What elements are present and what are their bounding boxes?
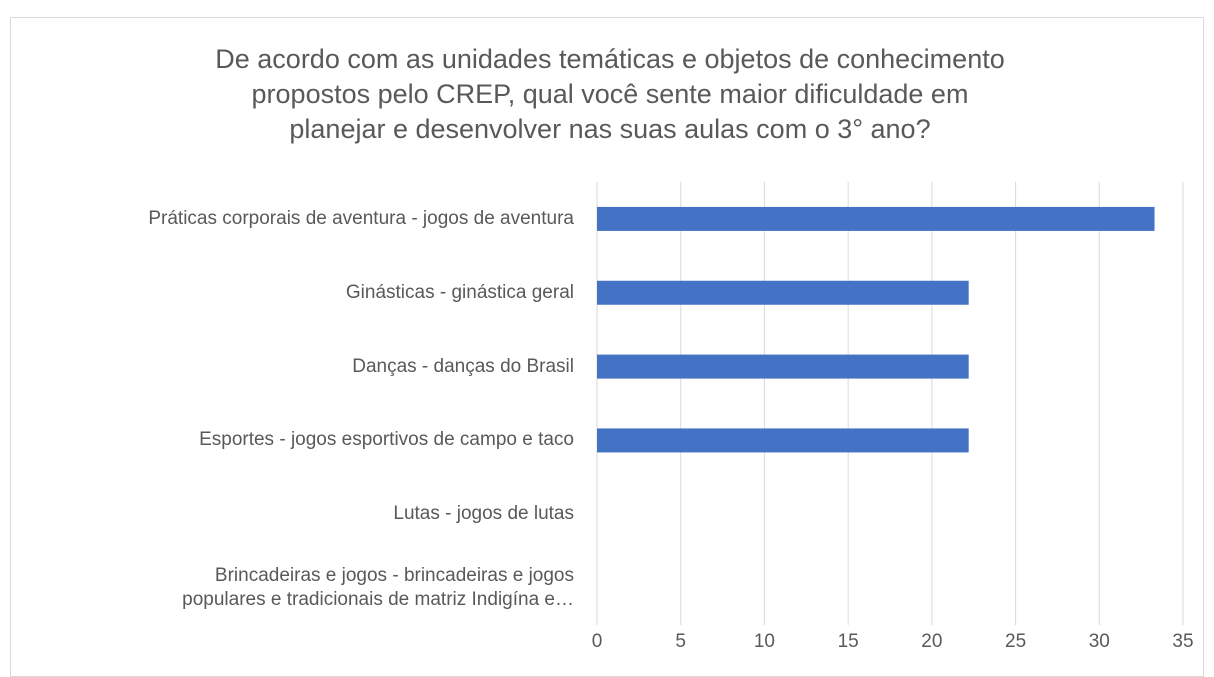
bar bbox=[597, 280, 969, 305]
x-tick-label: 10 bbox=[754, 631, 775, 652]
y-tick-label: Lutas - jogos de lutas bbox=[393, 503, 574, 525]
y-tick-label: Ginásticas - ginástica geral bbox=[345, 281, 574, 303]
chart: De acordo com as unidades temáticas e ob… bbox=[10, 17, 1204, 677]
y-tick-label: Danças - danças do Brasil bbox=[352, 355, 574, 377]
x-tick-label: 25 bbox=[1005, 631, 1026, 652]
bar bbox=[597, 354, 969, 379]
y-tick-label: Esportes - jogos esportivos de campo e t… bbox=[199, 429, 574, 451]
x-tick-label: 20 bbox=[921, 631, 942, 652]
x-tick-label: 30 bbox=[1089, 631, 1110, 652]
bar bbox=[597, 206, 1155, 231]
y-tick-label: Práticas corporais de aventura - jogos d… bbox=[148, 207, 574, 229]
x-tick-label: 35 bbox=[1172, 631, 1193, 652]
x-tick-label: 5 bbox=[675, 631, 686, 652]
x-tick-label: 15 bbox=[838, 631, 859, 652]
bar bbox=[597, 428, 969, 453]
x-tick-label: 0 bbox=[592, 631, 603, 652]
chart-title: De acordo com as unidades temáticas e ob… bbox=[215, 44, 1005, 144]
plot: 0 5 10 15 20 25 30 35 bbox=[592, 182, 1194, 652]
y-tick-label: Brincadeiras e jogos - brincadeiras e jo… bbox=[182, 565, 574, 611]
